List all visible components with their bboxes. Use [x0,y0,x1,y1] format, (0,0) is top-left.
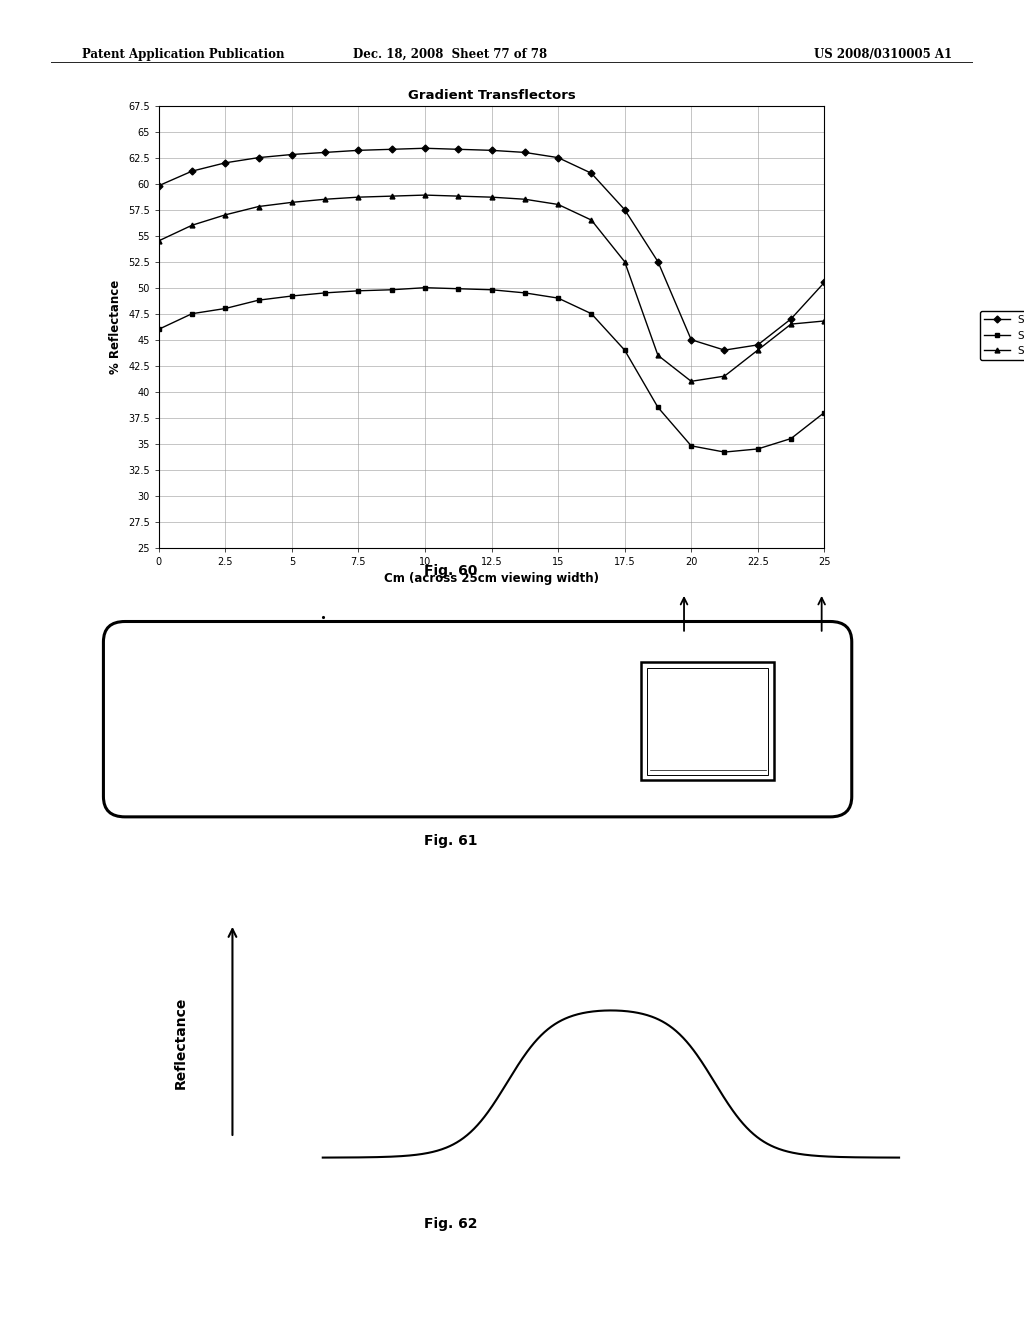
Sample C [586,213,598,228]
Text: Patent Application Publication: Patent Application Publication [82,48,285,61]
Sample B [685,438,697,454]
Sample C [485,189,498,205]
Line: Sample A: Sample A [157,145,826,352]
Sample C [685,374,697,389]
Sample C [453,189,465,205]
Text: Fig. 60: Fig. 60 [424,564,477,578]
Sample C [552,197,564,213]
Sample A [352,143,365,158]
Sample B [186,306,199,322]
Sample B [319,285,332,301]
Sample C [519,191,531,207]
Sample A [453,141,465,157]
Sample C [385,189,397,205]
Sample A [153,178,165,194]
Bar [647,668,768,775]
Sample A [618,202,631,218]
Sample A [485,143,498,158]
Sample B [219,301,231,317]
Sample A [752,337,764,352]
Sample C [252,198,264,214]
Line: Sample B: Sample B [157,285,826,454]
Sample C [319,191,332,207]
Sample C [818,313,830,329]
FancyBboxPatch shape [103,622,852,817]
Sample C [618,253,631,269]
Sample C [219,207,231,223]
Sample C [752,342,764,358]
Sample B [652,400,665,416]
Sample B [618,342,631,358]
Sample A [652,253,665,269]
Sample C [153,232,165,248]
Sample A [286,147,298,162]
X-axis label: Cm (across 25cm viewing width): Cm (across 25cm viewing width) [384,573,599,585]
Sample A [818,275,830,290]
Sample A [186,164,199,180]
Sample B [252,292,264,308]
Sample A [552,149,564,165]
Sample B [785,430,798,446]
Sample A [385,141,397,157]
Text: Fig. 62: Fig. 62 [424,1217,477,1232]
Text: Reflectance: Reflectance [174,997,187,1089]
Sample A [419,140,431,156]
Sample B [153,321,165,337]
Sample C [352,189,365,205]
Sample C [652,347,665,363]
Sample B [352,282,365,298]
Legend: Sample A, Sample B, Sample C: Sample A, Sample B, Sample C [980,310,1024,360]
Sample B [385,282,397,298]
Sample C [719,368,731,384]
Sample B [286,288,298,304]
Line: Sample C: Sample C [157,193,826,384]
Sample B [818,405,830,421]
Sample C [286,194,298,210]
Sample B [453,281,465,297]
Text: Fig. 61: Fig. 61 [424,834,477,849]
Sample B [552,290,564,306]
Sample A [519,144,531,160]
Sample B [519,285,531,301]
Sample B [586,306,598,322]
Sample A [719,342,731,358]
Sample B [752,441,764,457]
Sample A [219,154,231,170]
Sample A [319,144,332,160]
Bar [641,663,774,780]
Sample B [719,444,731,459]
Sample C [419,187,431,203]
Sample B [419,280,431,296]
Title: Gradient Transflectors: Gradient Transflectors [408,88,575,102]
Sample C [785,317,798,333]
Sample B [485,282,498,298]
Sample C [186,218,199,234]
Text: US 2008/0310005 A1: US 2008/0310005 A1 [814,48,952,61]
Sample A [252,149,264,165]
Sample A [785,312,798,327]
Text: Dec. 18, 2008  Sheet 77 of 78: Dec. 18, 2008 Sheet 77 of 78 [353,48,548,61]
Y-axis label: % Reflectance: % Reflectance [110,280,123,374]
Sample A [586,165,598,181]
Sample A [685,331,697,347]
